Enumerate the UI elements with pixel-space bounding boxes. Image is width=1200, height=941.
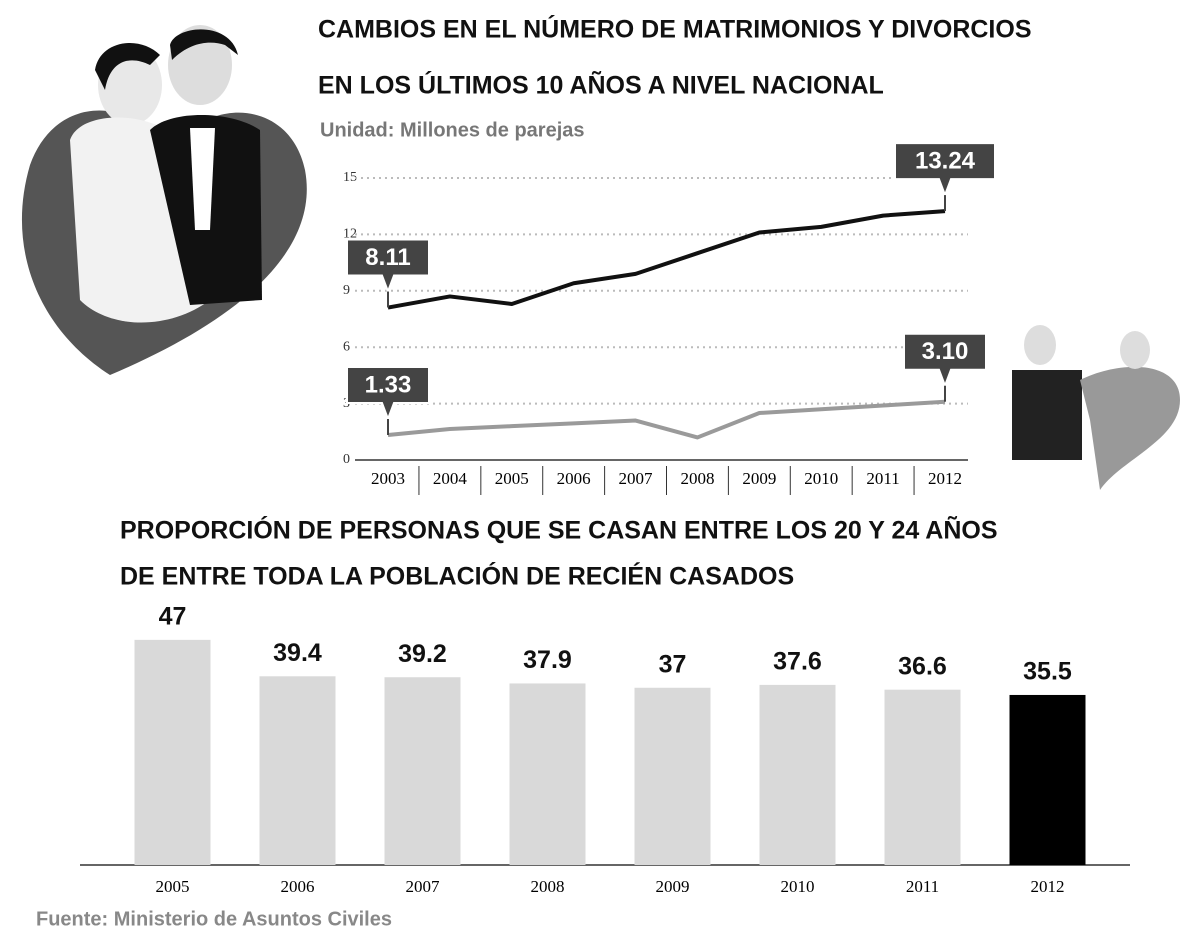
x-tick-label: 2007 bbox=[406, 877, 441, 896]
bar bbox=[509, 683, 586, 865]
x-tick-label: 2008 bbox=[531, 877, 565, 896]
x-tick-label: 2010 bbox=[781, 877, 815, 896]
couple-illustration bbox=[21, 25, 307, 375]
callout-box bbox=[346, 238, 430, 295]
bar bbox=[259, 676, 336, 865]
callout: 1.33 bbox=[346, 365, 430, 435]
line-title: EN LOS ÚLTIMOS 10 AÑOS A NIVEL NACIONAL bbox=[318, 70, 884, 100]
bar bbox=[134, 639, 211, 865]
y-tick-label: 6 bbox=[343, 339, 350, 354]
source: Fuente: Ministerio de Asuntos Civiles bbox=[36, 908, 392, 930]
data-label: 47 bbox=[159, 602, 187, 630]
bar bbox=[634, 687, 711, 865]
x-tick-label: 2009 bbox=[742, 469, 776, 488]
x-tick-label: 2008 bbox=[680, 469, 714, 488]
x-tick-label: 2007 bbox=[619, 469, 654, 488]
bar-title: PROPORCIÓN DE PERSONAS QUE SE CASAN ENTR… bbox=[120, 515, 998, 545]
x-tick-label: 2011 bbox=[866, 469, 899, 488]
data-label: 36.6 bbox=[898, 652, 947, 680]
bar bbox=[384, 677, 461, 865]
callout: 13.24 bbox=[894, 142, 996, 212]
y-tick-label: 15 bbox=[343, 170, 357, 185]
series-line bbox=[387, 209, 946, 310]
callout: 3.10 bbox=[903, 332, 987, 402]
bar bbox=[1009, 694, 1086, 865]
data-label: 1.33 bbox=[365, 371, 412, 398]
data-label: 39.4 bbox=[273, 639, 322, 667]
bar bbox=[759, 684, 836, 865]
x-tick-label: 2005 bbox=[156, 877, 190, 896]
line-title: CAMBIOS EN EL NÚMERO DE MATRIMONIOS Y DI… bbox=[318, 14, 1032, 44]
data-label: 3.10 bbox=[922, 338, 969, 365]
series-line bbox=[387, 399, 946, 440]
data-label: 8.11 bbox=[365, 244, 410, 271]
data-label: 37.9 bbox=[523, 646, 572, 674]
y-tick-label: 12 bbox=[343, 227, 357, 242]
x-tick-label: 2005 bbox=[495, 469, 529, 488]
bar-title: DE ENTRE TODA LA POBLACIÓN DE RECIÉN CAS… bbox=[120, 561, 794, 591]
x-tick-label: 2012 bbox=[1031, 877, 1065, 896]
x-tick-label: 2006 bbox=[557, 469, 591, 488]
data-label: 37 bbox=[659, 650, 687, 678]
callout: 8.11 bbox=[346, 238, 430, 308]
callout-box bbox=[894, 142, 996, 198]
x-tick-label: 2009 bbox=[656, 877, 690, 896]
x-tick-label: 2004 bbox=[433, 469, 468, 488]
bar bbox=[884, 689, 961, 865]
subtitle: Unidad: Millones de parejas bbox=[320, 119, 585, 141]
callout-box bbox=[903, 332, 987, 389]
data-label: 13.24 bbox=[915, 147, 976, 174]
x-tick-label: 2011 bbox=[906, 877, 939, 896]
y-tick-label: 9 bbox=[343, 283, 350, 298]
data-label: 37.6 bbox=[773, 648, 822, 676]
y-tick-label: 0 bbox=[343, 452, 350, 467]
x-tick-label: 2012 bbox=[928, 469, 962, 488]
data-label: 39.2 bbox=[398, 640, 447, 668]
x-tick-label: 2006 bbox=[281, 877, 315, 896]
couple-small-illustration bbox=[1012, 325, 1180, 490]
x-tick-label: 2010 bbox=[804, 469, 838, 488]
data-label: 35.5 bbox=[1023, 658, 1072, 686]
x-tick-label: 2003 bbox=[371, 469, 405, 488]
callout-box bbox=[346, 365, 430, 422]
